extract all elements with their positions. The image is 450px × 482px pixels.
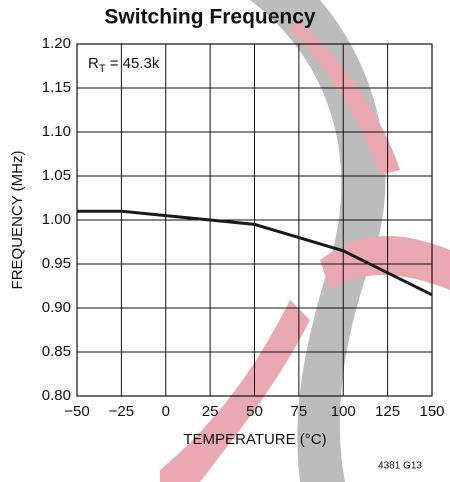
x-tick-label: 75	[291, 403, 308, 420]
y-tick-label: 1.10	[42, 123, 71, 140]
figure-id: 4381 G13	[378, 461, 422, 472]
y-axis-label: FREQUENCY (MHz)	[9, 151, 26, 290]
y-tick-label: 0.85	[42, 343, 71, 360]
annotation: RT = 45.3k	[88, 55, 160, 75]
annotation-text: = 45.3k	[106, 55, 160, 72]
chart-title: Switching Frequency	[104, 6, 316, 29]
x-tick-label: 125	[375, 403, 400, 420]
annotation-text: R	[88, 55, 99, 72]
y-tick-label: 1.00	[42, 211, 71, 228]
y-tick-label: 1.05	[42, 167, 71, 184]
annotation-subscript: T	[99, 63, 106, 75]
x-tick-label: −25	[109, 403, 134, 420]
watermark	[160, 0, 450, 482]
x-tick-label: 50	[246, 403, 263, 420]
y-tick-label: 1.20	[42, 35, 71, 52]
data-line	[77, 209, 433, 297]
x-tick-label: −50	[64, 403, 89, 420]
plot: 0.80 0.85 0.90 0.95 1.00 1.05 1.10 1.15 1.20 −50 −…	[42, 35, 445, 420]
x-tick-label: 150	[419, 403, 444, 420]
y-tick-label: 1.15	[42, 79, 71, 96]
y-tick-label: 0.95	[42, 255, 71, 272]
y-tick-label: 0.90	[42, 299, 71, 316]
x-tick-label: 0	[162, 403, 170, 420]
x-tick-label: 100	[331, 403, 356, 420]
x-axis-label: TEMPERATURE (°C)	[183, 431, 326, 448]
plot-border	[76, 43, 433, 397]
x-tick-label: 25	[202, 403, 219, 420]
y-tick-label: 0.80	[42, 387, 71, 404]
